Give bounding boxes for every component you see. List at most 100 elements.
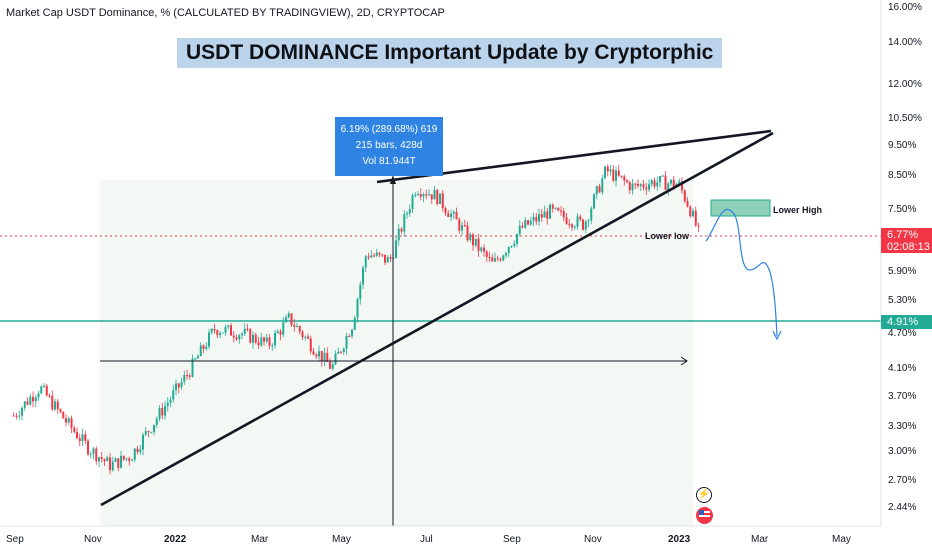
candle-body xyxy=(62,411,65,419)
candle-body xyxy=(395,240,398,258)
measure-arrow-up xyxy=(390,175,396,184)
candle-body xyxy=(274,332,277,346)
candle-body xyxy=(546,211,549,219)
candle-body xyxy=(208,332,211,347)
candle-body xyxy=(257,342,260,346)
candle-body xyxy=(565,217,568,224)
candle-body xyxy=(243,328,246,334)
lightning-icon[interactable]: ⚡ xyxy=(696,487,712,503)
candle-body xyxy=(505,253,508,256)
candle-body xyxy=(282,322,285,335)
candle-body xyxy=(219,333,222,336)
candle-body xyxy=(111,461,114,471)
candle-body xyxy=(326,352,329,362)
us-flag-icon[interactable] xyxy=(696,507,713,524)
candle-body xyxy=(98,457,101,462)
candle-body xyxy=(604,166,607,179)
candle-body xyxy=(89,453,92,455)
candle-body xyxy=(54,401,57,410)
candle-body xyxy=(466,225,469,241)
price-tick-label: 7.50% xyxy=(888,204,917,215)
candle-body xyxy=(65,418,68,423)
candle-body xyxy=(76,431,79,439)
candle-body xyxy=(109,457,112,471)
candle-body xyxy=(469,234,472,241)
candle-body xyxy=(56,401,59,410)
candle-body xyxy=(507,247,510,254)
candle-body xyxy=(480,247,483,251)
candle-body xyxy=(518,225,521,235)
candle-body xyxy=(362,267,365,285)
candle-body xyxy=(411,195,414,210)
candle-body xyxy=(246,328,249,330)
price-tick-label: 14.00% xyxy=(888,37,922,48)
candle-body xyxy=(307,336,310,339)
time-tick-label: 2023 xyxy=(668,534,691,545)
current-price-value: 6.77% xyxy=(887,229,919,241)
candle-body xyxy=(158,408,161,419)
candle-body xyxy=(232,335,235,338)
candle-body xyxy=(568,223,571,225)
candle-body xyxy=(645,187,648,190)
candle-body xyxy=(48,395,51,397)
candle-body xyxy=(271,345,274,347)
candle-body xyxy=(433,189,436,200)
candle-body xyxy=(15,415,18,417)
candle-body xyxy=(571,224,574,228)
lower-high-zone xyxy=(710,199,771,217)
candle-body xyxy=(43,385,46,387)
candle-body xyxy=(606,166,609,172)
candles-group xyxy=(12,164,700,475)
candle-body xyxy=(414,194,417,196)
candle-body xyxy=(128,458,131,461)
lower-high-label: Lower High xyxy=(773,205,822,215)
candle-body xyxy=(408,209,411,214)
candle-body xyxy=(623,176,626,181)
candle-body xyxy=(197,356,200,359)
candle-body xyxy=(364,256,367,268)
candle-body xyxy=(122,455,125,460)
candle-body xyxy=(177,383,180,388)
candle-body xyxy=(615,170,618,181)
measure-box[interactable]: 6.19% (289.68%) 619 215 bars, 428d Vol 8… xyxy=(335,117,443,176)
price-tick-label: 3.30% xyxy=(888,421,917,432)
candle-body xyxy=(155,418,158,425)
candle-body xyxy=(474,238,477,246)
candle-body xyxy=(598,186,601,193)
price-tick-label: 2.44% xyxy=(888,502,917,513)
candle-body xyxy=(692,210,695,217)
candle-body xyxy=(353,317,356,330)
candle-body xyxy=(224,327,227,333)
candle-body xyxy=(279,331,282,335)
candle-body xyxy=(439,193,442,204)
candle-body xyxy=(499,259,502,261)
time-tick-label: Sep xyxy=(6,534,24,545)
candle-body xyxy=(670,179,673,184)
candle-body xyxy=(241,333,244,336)
candle-body xyxy=(345,335,348,349)
candle-body xyxy=(496,258,499,260)
candle-body xyxy=(532,216,535,221)
candle-body xyxy=(450,213,453,218)
price-tick-label: 5.30% xyxy=(888,295,917,306)
candle-body xyxy=(260,337,263,346)
candle-body xyxy=(406,213,409,215)
candle-body xyxy=(494,258,497,262)
candle-body xyxy=(45,385,48,396)
candle-body xyxy=(287,313,290,318)
chart-title: USDT DOMINANCE Important Update by Crypt… xyxy=(177,38,723,68)
candle-body xyxy=(186,375,189,377)
candle-body xyxy=(252,334,255,343)
measure-arrowhead xyxy=(680,356,688,366)
candle-body xyxy=(488,256,491,258)
candle-body xyxy=(188,375,191,377)
candle-body xyxy=(510,245,513,248)
candle-body xyxy=(296,326,299,328)
time-tick-label: Mar xyxy=(251,534,269,545)
candle-body xyxy=(340,351,343,353)
candle-body xyxy=(298,326,301,332)
candle-body xyxy=(436,189,439,204)
candle-body xyxy=(689,206,692,217)
candle-body xyxy=(535,216,538,222)
